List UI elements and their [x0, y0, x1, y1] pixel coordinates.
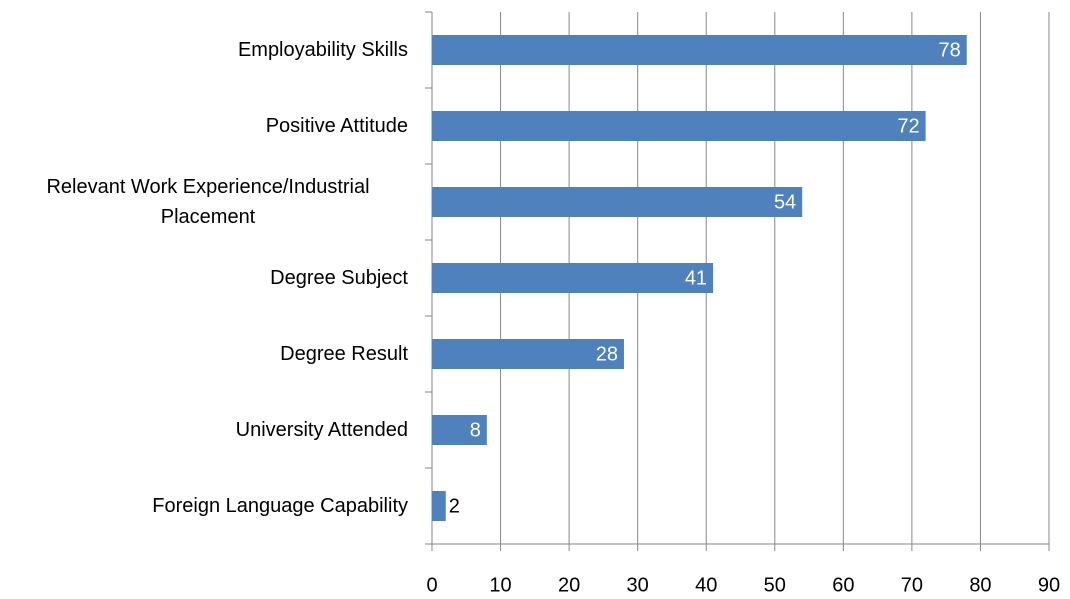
x-tick-label: 80	[969, 574, 991, 596]
bar	[432, 415, 487, 445]
y-tick-label: Relevant Work Experience/Industrial Plac…	[46, 176, 370, 228]
x-tick-label: 0	[426, 574, 437, 596]
bar	[432, 263, 714, 293]
x-tick-label: 40	[695, 574, 717, 596]
bar	[432, 111, 926, 141]
x-tick-label: 60	[832, 574, 854, 596]
x-tick-label: 30	[627, 574, 649, 596]
bar	[432, 491, 446, 521]
x-tick-label: 90	[1038, 574, 1060, 596]
x-tick-label: 70	[901, 574, 923, 596]
y-tick-label: Positive Attitude	[265, 115, 408, 137]
value-label: 41	[685, 267, 707, 289]
value-label: 72	[897, 115, 919, 137]
y-tick-label: Employability Skills	[237, 39, 408, 61]
y-tick-label: Degree Subject	[270, 267, 408, 289]
bar	[432, 35, 967, 65]
value-label: 78	[938, 39, 960, 61]
x-tick-label: 10	[489, 574, 511, 596]
y-tick-label: Foreign Language Capability	[152, 495, 408, 517]
value-label: 54	[774, 191, 796, 213]
bar	[432, 187, 803, 217]
bar	[432, 339, 624, 369]
x-tick-label: 50	[764, 574, 786, 596]
value-label: 8	[470, 419, 481, 441]
y-tick-label: University Attended	[235, 419, 408, 441]
x-tick-label: 20	[558, 574, 580, 596]
value-label: 2	[449, 495, 460, 517]
y-tick-label: Degree Result	[280, 343, 408, 365]
value-label: 28	[596, 343, 618, 365]
